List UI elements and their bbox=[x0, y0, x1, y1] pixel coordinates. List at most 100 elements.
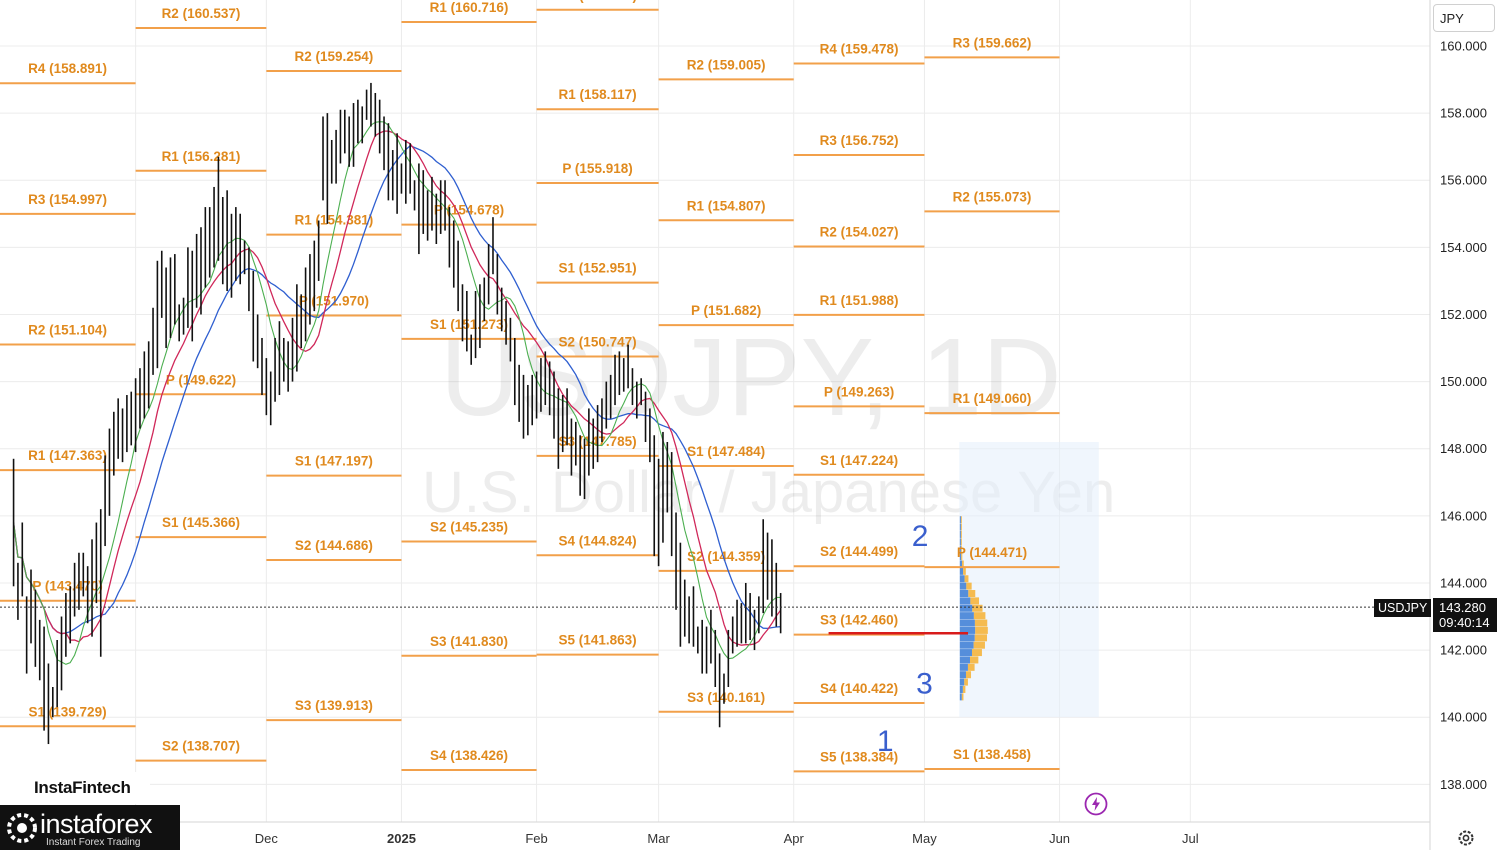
volume-bar-buy bbox=[959, 567, 964, 575]
volume-bar-sell bbox=[971, 649, 982, 657]
volume-bar-buy bbox=[959, 649, 972, 657]
pivot-label: P (144.471) bbox=[957, 545, 1027, 560]
volume-bar-sell bbox=[960, 516, 962, 524]
symbol-price-tag: USDJPY bbox=[1374, 599, 1432, 617]
volume-bar-sell bbox=[965, 671, 972, 679]
pivot-label: R3 (156.752) bbox=[820, 133, 899, 148]
instafintech-text: InstaFintech bbox=[34, 778, 131, 797]
volume-bar-sell bbox=[972, 604, 983, 612]
wave-label: 2 bbox=[912, 520, 929, 553]
pivot-label: S4 (144.824) bbox=[559, 533, 637, 548]
volume-bar-buy bbox=[959, 553, 962, 561]
time-axis[interactable]: NovDec2025FebMarAprMayJunJul bbox=[0, 821, 1430, 846]
pivot-label: R3 (159.662) bbox=[953, 35, 1032, 50]
pivot-label: R3 (154.997) bbox=[28, 192, 107, 207]
current-price-tag: 143.280 09:40:14 bbox=[1433, 598, 1497, 632]
volume-profile bbox=[959, 516, 988, 701]
volume-bar-sell bbox=[960, 545, 962, 553]
candles bbox=[12, 82, 782, 745]
pivot-label: S5 (141.863) bbox=[559, 633, 637, 648]
pivot-label: S1 (147.197) bbox=[295, 454, 373, 469]
lightning-icon[interactable] bbox=[1084, 792, 1108, 816]
x-tick-label: May bbox=[912, 831, 937, 846]
volume-bar-buy bbox=[959, 641, 974, 649]
pivot-label: R4 (159.478) bbox=[820, 42, 899, 57]
wave-label: 3 bbox=[916, 668, 933, 701]
x-tick-label: Apr bbox=[784, 831, 805, 846]
volume-bar-buy bbox=[959, 693, 962, 701]
volume-bar-sell bbox=[961, 560, 964, 568]
pivot-label: R2 (154.027) bbox=[820, 224, 899, 239]
volume-bar-sell bbox=[961, 553, 963, 561]
volume-bar-sell bbox=[960, 530, 962, 538]
volume-bar-buy bbox=[959, 590, 969, 598]
current-price-value: 143.280 bbox=[1439, 600, 1486, 615]
pivot-label: R1 (158.117) bbox=[559, 87, 637, 102]
pivot-label: R1 (151.988) bbox=[820, 293, 899, 308]
volume-bar-buy bbox=[959, 538, 961, 546]
pivot-label: R2 (161.079) bbox=[558, 0, 637, 3]
y-tick-label: 144.000 bbox=[1440, 575, 1487, 590]
volume-bar-buy bbox=[959, 597, 971, 605]
price-axis[interactable]: 138.000 140.000 142.000 144.000 146.000 148.0… bbox=[1429, 0, 1487, 850]
instafintech-logo: InstaFintech bbox=[0, 772, 150, 804]
pivot-label: P (149.622) bbox=[166, 372, 236, 387]
volume-bar-sell bbox=[970, 656, 979, 664]
volume-bar-buy bbox=[959, 612, 974, 620]
volume-bar-buy bbox=[959, 560, 962, 568]
y-tick-label: 150.000 bbox=[1440, 374, 1487, 389]
x-tick-label: 2025 bbox=[387, 831, 416, 846]
pivot-label: S3 (142.460) bbox=[820, 613, 898, 628]
pivot-label: S4 (140.422) bbox=[820, 681, 898, 696]
pivot-label: S3 (139.913) bbox=[295, 698, 373, 713]
pivot-label: S2 (145.235) bbox=[430, 520, 508, 535]
candle-countdown: 09:40:14 bbox=[1439, 615, 1490, 630]
volume-bar-sell bbox=[962, 685, 966, 693]
volume-bar-buy bbox=[959, 516, 961, 524]
pivot-label: S1 (139.729) bbox=[29, 704, 107, 719]
pivot-label: P (143.470) bbox=[32, 579, 102, 594]
gear-icon[interactable] bbox=[1456, 828, 1476, 848]
pivot-label: S3 (140.161) bbox=[687, 690, 765, 705]
volume-bar-buy bbox=[959, 604, 973, 612]
volume-bar-buy bbox=[959, 523, 961, 531]
volume-bar-buy bbox=[959, 530, 961, 538]
volume-bar-buy bbox=[959, 663, 968, 671]
volume-bar-buy bbox=[959, 575, 965, 583]
pivot-label: S1 (151.273) bbox=[430, 317, 508, 332]
pivot-label: R1 (156.281) bbox=[162, 149, 241, 164]
pivot-label: R4 (158.891) bbox=[28, 61, 107, 76]
volume-bar-buy bbox=[959, 685, 963, 693]
pivot-label: S2 (144.686) bbox=[295, 538, 373, 553]
currency-selector[interactable]: JPY bbox=[1433, 4, 1495, 32]
x-tick-label: Jun bbox=[1049, 831, 1070, 846]
wave-label: 1 bbox=[877, 725, 894, 758]
pivot-label: S2 (138.707) bbox=[162, 739, 240, 754]
volume-bar-sell bbox=[974, 619, 988, 627]
y-tick-label: 160.000 bbox=[1440, 39, 1487, 54]
pivot-levels: R4 (158.891) R3 (154.997) R2 (151.104) R1 (… bbox=[0, 0, 1060, 773]
volume-bar-buy bbox=[959, 626, 976, 634]
pivot-label: P (151.970) bbox=[299, 293, 369, 308]
pivot-label: P (155.918) bbox=[562, 161, 632, 176]
volume-bar-sell bbox=[963, 567, 966, 575]
volume-bar-buy bbox=[959, 619, 975, 627]
pivot-label: R2 (155.073) bbox=[953, 189, 1032, 204]
volume-bar-buy bbox=[959, 545, 961, 553]
y-tick-label: 140.000 bbox=[1440, 710, 1487, 725]
pivot-label: P (154.678) bbox=[434, 203, 504, 218]
y-tick-label: 156.000 bbox=[1440, 173, 1487, 188]
pivot-label: R2 (151.104) bbox=[28, 323, 107, 338]
volume-bar-buy bbox=[959, 582, 967, 590]
pivot-label: S2 (144.359) bbox=[687, 549, 765, 564]
volume-bar-sell bbox=[967, 663, 975, 671]
y-tick-label: 148.000 bbox=[1440, 441, 1487, 456]
volume-bar-sell bbox=[973, 612, 986, 620]
pivot-label: R1 (154.381) bbox=[295, 213, 374, 228]
volume-bar-sell bbox=[968, 590, 976, 598]
x-tick-label: Feb bbox=[525, 831, 547, 846]
pivot-label: S1 (147.224) bbox=[820, 453, 898, 468]
x-tick-label: Dec bbox=[255, 831, 279, 846]
instaforex-tagline: Instant Forex Trading bbox=[46, 837, 141, 848]
